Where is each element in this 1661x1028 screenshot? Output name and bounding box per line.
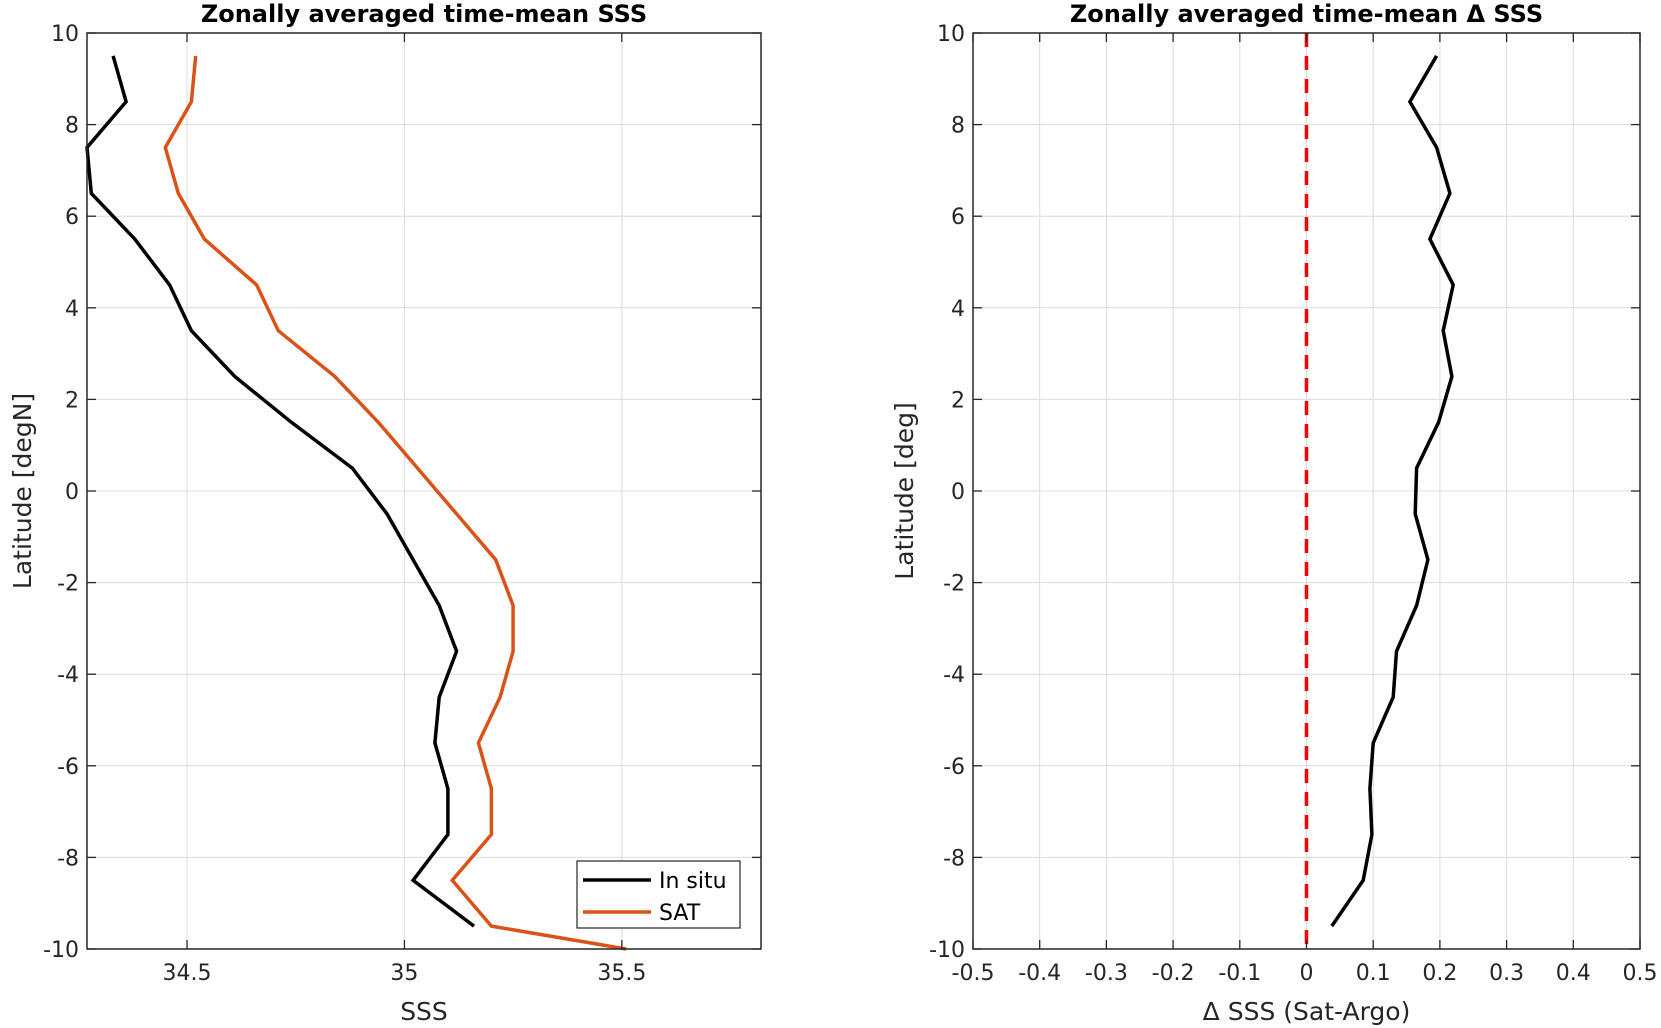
right-chart-title: Zonally averaged time-mean Δ SSS xyxy=(1070,0,1543,28)
series-line-sat xyxy=(163,55,627,951)
legend-label-in-situ: In situ xyxy=(659,869,727,894)
y-tick-label: -6 xyxy=(943,755,965,780)
right-x-axis-label: Δ SSS (Sat-Argo) xyxy=(1203,997,1411,1026)
x-tick-label: 0.5 xyxy=(1623,961,1658,986)
y-tick-label: 0 xyxy=(951,480,965,505)
y-tick-label: -4 xyxy=(57,663,79,688)
left-series-layer xyxy=(85,55,627,951)
y-tick-label: 6 xyxy=(951,205,965,230)
y-tick-label: 8 xyxy=(951,114,965,139)
right-ticks: -0.5 -0.4 -0.3 -0.2 -0.1 0 0.1 0.2 0.3 0.4 0.5 10 8 6… xyxy=(929,22,1657,986)
y-tick-label: 4 xyxy=(951,297,965,322)
y-tick-label: -2 xyxy=(943,572,965,597)
y-tick-label: -4 xyxy=(943,663,965,688)
y-tick-label: -8 xyxy=(57,846,79,871)
series-line-delta-sss xyxy=(1330,55,1456,928)
y-tick-label: -6 xyxy=(57,755,79,780)
y-tick-label: 0 xyxy=(65,480,79,505)
series-line-in-situ xyxy=(85,55,476,928)
right-panel: -0.5 -0.4 -0.3 -0.2 -0.1 0 0.1 0.2 0.3 0.4 0.5 10 8 6… xyxy=(890,0,1658,1026)
y-tick-label: 8 xyxy=(65,114,79,139)
legend-box xyxy=(576,860,741,929)
right-series-layer xyxy=(1330,55,1456,928)
x-tick-label: -0.3 xyxy=(1085,961,1128,986)
legend-label-sat: SAT xyxy=(659,901,701,926)
x-tick-label: 34.5 xyxy=(163,961,212,986)
x-tick-label: -0.2 xyxy=(1152,961,1195,986)
y-tick-label: -10 xyxy=(43,938,79,963)
x-tick-label: -0.5 xyxy=(952,961,995,986)
y-tick-label: -2 xyxy=(57,572,79,597)
x-tick-label: 0 xyxy=(1300,961,1314,986)
y-tick-label: 2 xyxy=(65,388,79,413)
right-y-axis-label: Latitude [deg] xyxy=(890,402,919,579)
left-ticks: 34.5 35 35.5 10 8 6 4 2 0 -2 -4 -6 -8 -10 xyxy=(43,22,761,986)
x-tick-label: 35.5 xyxy=(597,961,646,986)
x-tick-label: -0.1 xyxy=(1218,961,1261,986)
y-tick-label: 2 xyxy=(951,388,965,413)
y-tick-label: 4 xyxy=(65,297,79,322)
x-tick-label: 0.3 xyxy=(1489,961,1524,986)
left-grid xyxy=(87,32,761,950)
right-grid xyxy=(972,32,1641,950)
left-y-axis-label: Latitude [degN] xyxy=(8,393,37,589)
left-chart-title: Zonally averaged time-mean SSS xyxy=(201,0,647,28)
left-x-axis-label: SSS xyxy=(400,997,448,1026)
x-tick-label: 0.4 xyxy=(1556,961,1591,986)
x-tick-label: 0.2 xyxy=(1422,961,1457,986)
y-tick-label: 6 xyxy=(65,205,79,230)
y-tick-label: -8 xyxy=(943,846,965,871)
legend: In situ SAT xyxy=(576,860,741,929)
x-tick-label: 0.1 xyxy=(1356,961,1391,986)
y-tick-label: -10 xyxy=(929,938,965,963)
y-tick-label: 10 xyxy=(937,22,965,47)
x-tick-label: -0.4 xyxy=(1018,961,1061,986)
left-panel: 34.5 35 35.5 10 8 6 4 2 0 -2 -4 -6 -8 -10 Zonally ave… xyxy=(8,0,762,1026)
x-tick-label: 35 xyxy=(390,961,418,986)
y-tick-label: 10 xyxy=(51,22,79,47)
